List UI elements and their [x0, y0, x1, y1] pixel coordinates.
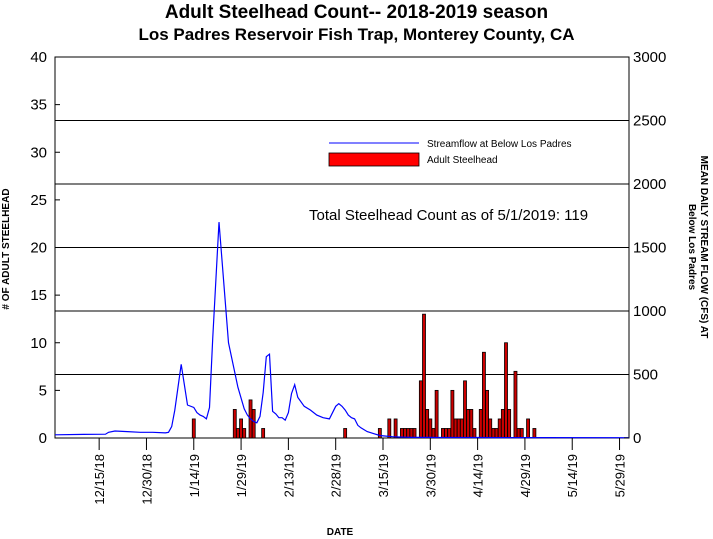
- steelhead-bar: [482, 351, 486, 439]
- left-axis-label: # OF ADULT STEELHEAD: [1, 188, 12, 309]
- steelhead-bar: [488, 418, 493, 439]
- steelhead-bar: [418, 380, 423, 439]
- right-axis-label-line2: Below Los Padres: [686, 204, 697, 291]
- x-axis: 12/15/18 12/30/18 1/14/19 1/29/19 2/13/19 2/2…: [92, 438, 628, 505]
- steelhead-bar: [431, 428, 436, 439]
- steelhead-bar: [406, 428, 411, 439]
- steelhead-bar: [519, 428, 524, 439]
- x-axis-label: DATE: [327, 527, 354, 538]
- steelhead-bar: [409, 428, 414, 439]
- steelhead-bar: [444, 428, 448, 439]
- steelhead-bar: [497, 418, 502, 439]
- right-axis-tick-label: 2000: [633, 176, 666, 193]
- steelhead-bar: [191, 418, 196, 439]
- steelhead-bar: [472, 428, 477, 439]
- left-axis-tick-label: 30: [30, 144, 47, 161]
- steelhead-bar: [236, 428, 240, 439]
- steelhead-bars: [191, 313, 537, 439]
- steelhead-bar: [428, 418, 433, 439]
- steelhead-bar: [450, 389, 455, 439]
- steelhead-bar: [377, 428, 382, 439]
- right-axis-tick-label: 0: [633, 430, 641, 447]
- legend-label-steelhead: Adult Steelhead: [427, 155, 498, 166]
- steelhead-bar: [494, 428, 499, 439]
- steelhead-bar: [456, 418, 461, 439]
- steelhead-bar: [343, 428, 348, 439]
- x-axis-tick-label: 4/29/19: [518, 454, 533, 497]
- steelhead-bar: [412, 428, 417, 439]
- steelhead-bar: [434, 389, 439, 439]
- steelhead-bar: [504, 342, 508, 439]
- x-axis-tick-label: 1/29/19: [234, 454, 249, 497]
- right-axis-tick-label: 3000: [633, 49, 666, 66]
- right-axis-tick-label: 2500: [633, 113, 666, 130]
- x-axis-tick-label: 12/30/18: [140, 454, 155, 505]
- x-axis-tick-label: 12/15/18: [92, 454, 107, 505]
- steelhead-bar: [261, 428, 266, 439]
- right-axis-label-line1: MEAN DAILY STREAM FLOW (CFS) AT: [698, 156, 709, 339]
- steelhead-bar: [251, 409, 256, 439]
- steelhead-bar: [447, 428, 452, 439]
- steelhead-bar: [387, 418, 392, 439]
- left-axis-tick-label: 25: [30, 192, 47, 209]
- right-axis-tick-label: 1500: [633, 240, 666, 257]
- steelhead-bar: [463, 380, 467, 439]
- steelhead-bar: [453, 418, 458, 439]
- left-axis: 0 5 10 15 20 25 30 35 40: [30, 49, 60, 447]
- steelhead-bar: [491, 428, 496, 439]
- legend: Streamflow at Below Los Padres Adult Ste…: [328, 139, 572, 167]
- steelhead-bar: [422, 313, 426, 439]
- left-axis-tick-label: 35: [30, 97, 47, 114]
- steelhead-bar: [513, 370, 518, 439]
- chart-title: Adult Steelhead Count-- 2018-2019 season: [164, 2, 549, 23]
- steelhead-bar: [466, 409, 471, 439]
- steelhead-bar: [232, 409, 237, 439]
- streamflow-line: [54, 222, 630, 439]
- steelhead-bar: [507, 409, 512, 439]
- legend-bar-swatch: [328, 152, 420, 167]
- steelhead-bar: [500, 409, 505, 439]
- steelhead-bar: [526, 418, 530, 439]
- steelhead-bar: [516, 428, 521, 439]
- left-axis-tick-label: 20: [30, 240, 47, 257]
- x-axis-tick-label: 3/30/19: [423, 454, 438, 497]
- x-axis-tick-label: 3/15/19: [376, 454, 391, 497]
- steelhead-bar: [441, 428, 445, 439]
- right-axis-tick-label: 500: [633, 367, 658, 384]
- left-axis-tick-label: 40: [30, 49, 47, 66]
- x-axis-tick-label: 5/29/19: [613, 454, 628, 497]
- grid-lines: [55, 120, 629, 375]
- right-axis-tick-label: 1000: [633, 303, 666, 320]
- steelhead-bar: [469, 409, 474, 439]
- left-axis-tick-label: 5: [39, 382, 47, 399]
- chart-subtitle: Los Padres Reservoir Fish Trap, Monterey…: [138, 25, 575, 44]
- streamflow-layer: [54, 222, 630, 439]
- steelhead-bar: [425, 409, 430, 439]
- legend-label-streamflow: Streamflow at Below Los Padres: [427, 139, 572, 150]
- x-axis-tick-label: 4/14/19: [471, 454, 486, 497]
- left-axis-tick-label: 10: [30, 335, 47, 352]
- total-count-annotation: Total Steelhead Count as of 5/1/2019: 11…: [309, 207, 588, 224]
- steelhead-bar: [485, 389, 489, 439]
- steelhead-bar: [459, 418, 464, 439]
- left-axis-tick-label: 0: [39, 430, 47, 447]
- x-axis-tick-label: 2/28/19: [329, 454, 344, 497]
- steelhead-bar: [242, 428, 247, 439]
- x-axis-tick-label: 5/14/19: [565, 454, 580, 497]
- x-axis-tick-label: 1/14/19: [187, 454, 202, 497]
- steelhead-bar: [478, 409, 483, 439]
- right-axis: 0 500 1000 1500 2000 2500 3000: [624, 49, 666, 447]
- x-axis-tick-label: 2/13/19: [281, 454, 296, 497]
- steelhead-bar: [393, 418, 398, 439]
- left-axis-tick-label: 15: [30, 287, 47, 304]
- steelhead-bar: [239, 418, 243, 439]
- steelhead-bar: [532, 428, 537, 439]
